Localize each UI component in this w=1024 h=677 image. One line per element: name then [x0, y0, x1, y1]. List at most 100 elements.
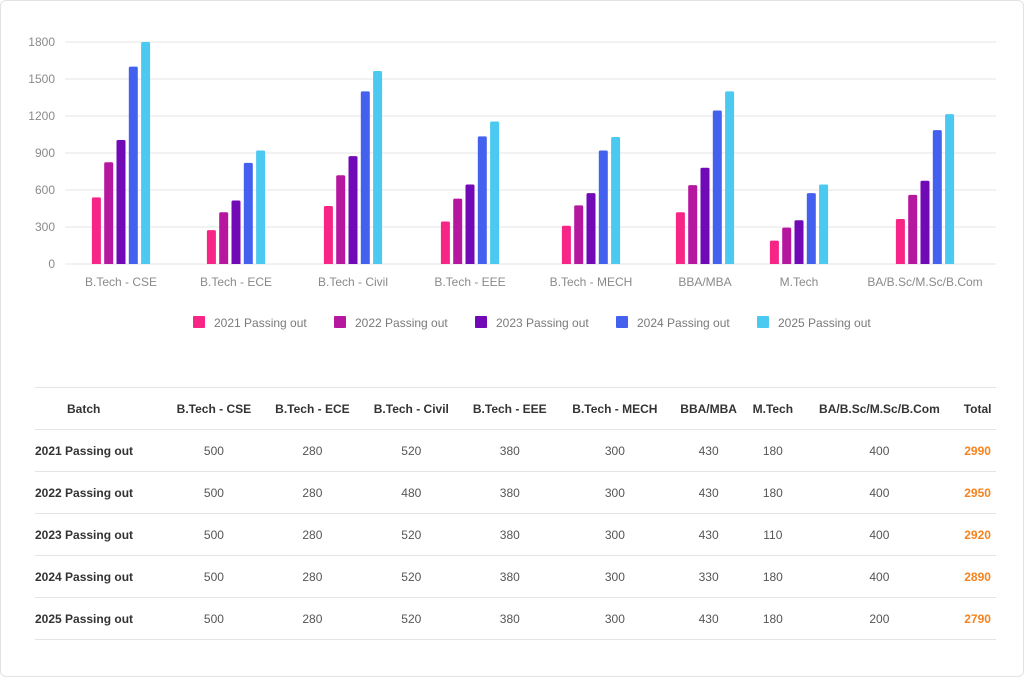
table-cell: 380: [460, 471, 559, 514]
bar: [104, 162, 114, 264]
bar: [336, 175, 346, 264]
table-cell: 520: [361, 429, 461, 472]
table-cell: 280: [263, 513, 362, 556]
bar: [477, 136, 487, 264]
table-header-row: Batch B.Tech - CSE B.Tech - ECE B.Tech -…: [35, 387, 996, 430]
table-cell: 180: [746, 471, 800, 514]
header-btech-mech: B.Tech - MECH: [558, 387, 672, 430]
legend-swatch: [616, 316, 628, 328]
table-cell: 280: [263, 429, 362, 472]
table-cell: 280: [263, 471, 362, 514]
table-cell: 300: [558, 513, 672, 556]
table-cell: 300: [558, 429, 672, 472]
bar: [806, 193, 816, 264]
x-category-label: BBA/MBA: [678, 275, 731, 289]
y-tick-label: 300: [35, 220, 55, 234]
table-cell: 300: [558, 555, 672, 598]
legend-swatch: [475, 316, 487, 328]
table-cell: 400: [799, 471, 960, 514]
passing-out-table: Batch B.Tech - CSE B.Tech - ECE B.Tech -…: [35, 387, 996, 640]
table-cell: 200: [799, 597, 960, 640]
table-cell: 480: [361, 471, 461, 514]
bar: [586, 193, 596, 264]
bar: [598, 150, 608, 264]
table-cell: 500: [164, 597, 264, 640]
header-batch: Batch: [35, 387, 165, 430]
total-cell: 2990: [959, 429, 996, 472]
header-mtech: M.Tech: [746, 387, 800, 430]
table-cell: 180: [746, 555, 800, 598]
table-cell: 280: [263, 597, 362, 640]
bar: [219, 212, 229, 264]
bar: [323, 206, 333, 264]
table-cell: 520: [361, 555, 461, 598]
header-ba-bsc: BA/B.Sc/M.Sc/B.Com: [799, 387, 960, 430]
y-tick-label: 600: [35, 183, 55, 197]
table-row: 2022 Passing out 500 280 480 380 300 430…: [35, 471, 996, 514]
table-row: 2025 Passing out 500 280 520 380 300 430…: [35, 597, 996, 640]
bar: [895, 218, 905, 264]
header-btech-eee: B.Tech - EEE: [460, 387, 559, 430]
bar: [373, 70, 383, 264]
bar: [116, 140, 126, 264]
bar: [574, 205, 584, 264]
x-category-label: M.Tech: [780, 275, 819, 289]
bar: [611, 136, 621, 264]
table-cell: 180: [746, 597, 800, 640]
total-cell: 2790: [959, 597, 996, 640]
table-cell: 400: [799, 555, 960, 598]
batch-cell: 2021 Passing out: [35, 429, 165, 472]
x-category-label: B.Tech - CSE: [85, 275, 157, 289]
legend-label: 2025 Passing out: [778, 316, 871, 330]
bar: [819, 184, 829, 264]
bar: [675, 212, 685, 264]
bar: [453, 198, 463, 264]
batch-cell: 2023 Passing out: [35, 513, 165, 556]
bar: [440, 221, 450, 264]
table-cell: 300: [558, 597, 672, 640]
y-tick-label: 1800: [28, 35, 55, 49]
batch-cell: 2024 Passing out: [35, 555, 165, 598]
bar: [725, 91, 735, 264]
legend-label: 2022 Passing out: [355, 316, 448, 330]
total-cell: 2920: [959, 513, 996, 556]
x-category-label: B.Tech - Civil: [318, 275, 388, 289]
bar: [490, 121, 500, 264]
bar: [561, 225, 571, 264]
table-cell: 180: [746, 429, 800, 472]
bar: [700, 167, 710, 264]
table-cell: 380: [460, 513, 559, 556]
table-cell: 430: [671, 429, 747, 472]
bar: [128, 66, 138, 265]
table-row: 2021 Passing out 500 280 520 380 300 430…: [35, 429, 996, 472]
table-cell: 400: [799, 429, 960, 472]
table-cell: 430: [671, 513, 747, 556]
header-btech-cse: B.Tech - CSE: [164, 387, 264, 430]
x-category-label: B.Tech - MECH: [550, 275, 633, 289]
table-row: 2023 Passing out 500 280 520 380 300 430…: [35, 513, 996, 556]
bar: [688, 185, 698, 264]
batch-cell: 2022 Passing out: [35, 471, 165, 514]
legend-swatch: [334, 316, 346, 328]
table-cell: 500: [164, 555, 264, 598]
table-cell: 520: [361, 597, 461, 640]
bar: [782, 227, 792, 264]
header-bba-mba: BBA/MBA: [671, 387, 747, 430]
legend-swatch: [757, 316, 769, 328]
bar: [769, 240, 779, 264]
bar: [206, 230, 216, 264]
table-cell: 300: [558, 471, 672, 514]
bar: [231, 200, 241, 264]
x-category-label: BA/B.Sc/M.Sc/B.Com: [867, 275, 982, 289]
total-cell: 2890: [959, 555, 996, 598]
bar: [141, 42, 151, 264]
bar: [794, 220, 804, 264]
table-cell: 520: [361, 513, 461, 556]
legend-label: 2021 Passing out: [214, 316, 307, 330]
table-row: 2024 Passing out 500 280 520 380 300 330…: [35, 555, 996, 598]
bar: [348, 156, 358, 264]
y-tick-label: 1500: [28, 72, 55, 86]
table-cell: 500: [164, 429, 264, 472]
x-category-label: B.Tech - ECE: [200, 275, 272, 289]
